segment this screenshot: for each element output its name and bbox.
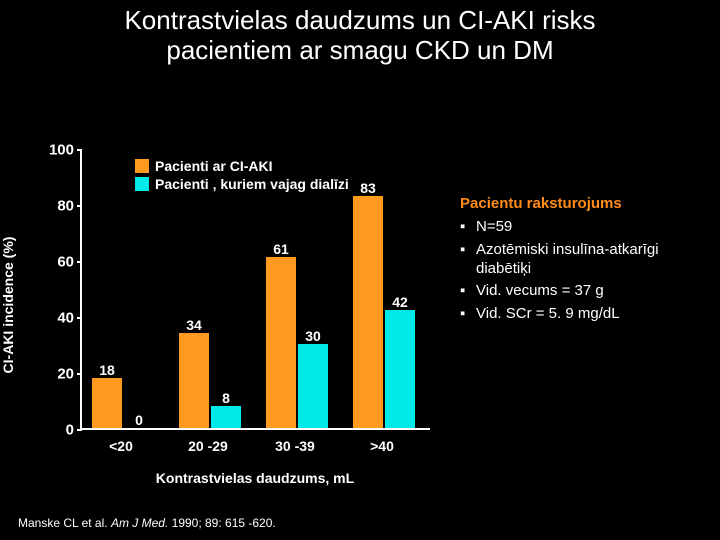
bar-value-label: 30 xyxy=(293,328,333,344)
bar-value-label: 61 xyxy=(261,241,301,257)
slide-title: Kontrastvielas daudzums un CI-AKI risks … xyxy=(0,6,720,66)
y-tick-mark xyxy=(77,261,82,263)
side-panel: Pacientu raksturojums N=59 Azotēmiski ins… xyxy=(460,195,710,328)
x-tick-label: >40 xyxy=(342,438,422,454)
side-heading: Pacientu raksturojums xyxy=(460,195,710,212)
y-tick-label: 20 xyxy=(30,366,74,383)
bar-series1 xyxy=(353,196,383,428)
bar-series2 xyxy=(385,310,415,428)
bar-chart: CI-AKI incidence (%) 18034861308342 Kont… xyxy=(30,150,440,460)
citation: Manske CL et al. Am J Med. 1990; 89: 615… xyxy=(18,516,276,530)
title-line-1: Kontrastvielas daudzums un CI-AKI risks xyxy=(124,5,595,35)
bar-series1 xyxy=(179,333,209,428)
y-tick-mark xyxy=(77,149,82,151)
bar-value-label: 0 xyxy=(119,412,159,428)
bar-series2 xyxy=(211,406,241,428)
bullet-item: Vid. SCr = 5. 9 mg/dL xyxy=(460,305,710,324)
x-axis-title: Kontrastvielas daudzums, mL xyxy=(80,470,430,486)
y-tick-label: 40 xyxy=(30,310,74,327)
bullet-list: N=59 Azotēmiski insulīna-atkarīgi diabēti… xyxy=(460,218,710,324)
bar-series1 xyxy=(92,378,122,428)
citation-author: Manske CL et al. xyxy=(18,516,111,530)
bar-series2 xyxy=(298,344,328,428)
plot-region: 18 0 34 8 61 30 83 42 xyxy=(80,150,430,430)
y-tick-mark xyxy=(77,373,82,375)
citation-journal: Am J Med. xyxy=(111,516,168,530)
y-tick-mark xyxy=(77,205,82,207)
bar-value-label: 83 xyxy=(348,180,388,196)
bullet-item: Azotēmiski insulīna-atkarīgi diabētiķi xyxy=(460,241,710,279)
y-tick-mark xyxy=(77,429,82,431)
y-tick-label: 80 xyxy=(30,198,74,215)
x-tick-label: 30 -39 xyxy=(255,438,335,454)
y-axis-label: CI-AKI incidence (%) xyxy=(0,237,16,374)
y-tick-mark xyxy=(77,317,82,319)
y-tick-label: 60 xyxy=(30,254,74,271)
bar-value-label: 18 xyxy=(87,362,127,378)
y-tick-label: 0 xyxy=(30,422,74,439)
bullet-item: Vid. vecums = 37 g xyxy=(460,282,710,301)
bar-value-label: 8 xyxy=(206,390,246,406)
bar-value-label: 34 xyxy=(174,317,214,333)
x-tick-label: <20 xyxy=(81,438,161,454)
citation-rest: 1990; 89: 615 -620. xyxy=(172,516,276,530)
bullet-item: N=59 xyxy=(460,218,710,237)
bar-value-label: 42 xyxy=(380,294,420,310)
x-tick-label: 20 -29 xyxy=(168,438,248,454)
title-line-2: pacientiem ar smagu CKD un DM xyxy=(166,35,553,65)
bar-series1 xyxy=(266,257,296,428)
y-tick-label: 100 xyxy=(30,142,74,159)
